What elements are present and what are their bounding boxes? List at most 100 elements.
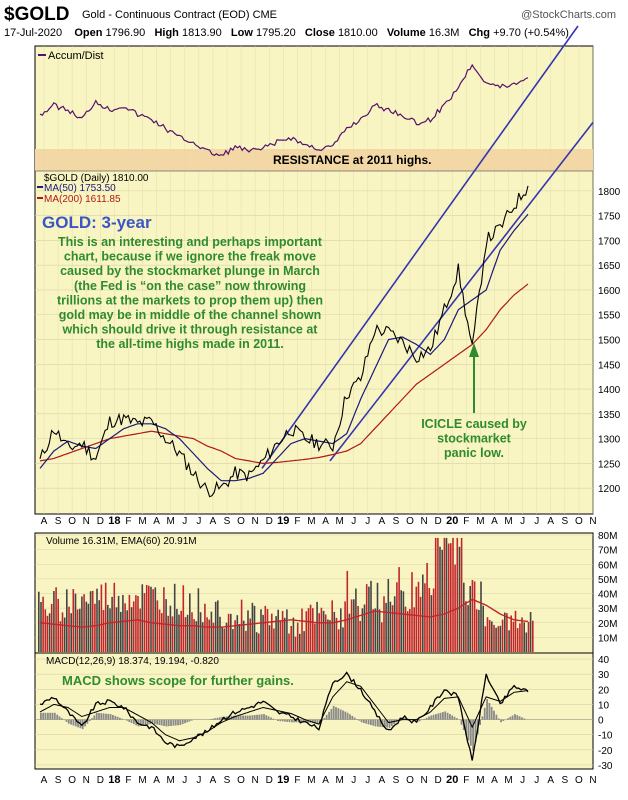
macd-histogram-bar [295,719,298,723]
volume-bar [355,588,357,652]
volume-bar [385,602,387,652]
volume-bar [318,613,320,652]
macd-histogram-bar [423,718,426,720]
volume-bar [400,590,402,652]
macd-histogram-bar [518,716,521,720]
close-value: 1810.00 [337,27,378,39]
macd-histogram-bar [451,715,454,720]
volume-bar [463,582,465,652]
x-tick-label: F [125,775,131,786]
macd-histogram-bar [160,719,163,726]
price-line [39,185,529,498]
macd-histogram-bar [253,715,256,720]
macd-histogram-bar [291,719,293,723]
price-tick-label: 1400 [598,385,621,396]
macd-histogram-bar [251,715,254,720]
volume-bar [232,629,234,652]
macd-histogram-bar [119,717,121,720]
volume-bar [527,621,530,652]
volume-bar [469,586,471,652]
volume-bar [320,607,323,652]
volume-bar [510,615,512,652]
volume-bar [126,610,128,652]
macd-histogram-bar [84,719,86,727]
price-tick-label: 1450 [598,360,621,371]
x-tick-label: F [294,775,300,786]
x-tick-label: A [379,516,386,527]
volume-bar [327,619,329,652]
volume-bar [152,589,154,652]
macd-histogram-bar [502,719,505,721]
volume-bar [195,621,198,652]
x-tick-label: M [335,775,343,786]
volume-bar [199,612,202,652]
macd-histogram-bar [86,719,89,724]
macd-tick-label: -20 [598,746,613,757]
x-tick-label: O [68,516,76,527]
x-tick-label: A [547,516,554,527]
volume-tick-label: 10M [598,633,617,644]
volume-bar [193,619,195,652]
volume-bar [61,612,64,652]
volume-bar [329,620,331,652]
volume-bar [445,537,448,652]
volume-bar [130,607,133,652]
x-tick-label: A [547,775,554,786]
high-value: 1813.90 [181,27,222,39]
macd-histogram-bar [44,712,47,720]
macd-histogram-bar [191,719,193,721]
price-tick-label: 1700 [598,236,621,247]
volume-bar [109,608,111,652]
x-tick-label: J [182,516,187,527]
macd-histogram-bar [263,714,265,720]
volume-bar [342,627,344,652]
volume-tick-label: 40M [598,590,617,601]
volume-bar [268,625,271,652]
open-value: 1796.90 [105,27,146,39]
macd-histogram-bar [109,714,112,720]
price-tick-label: 1800 [598,187,621,198]
volume-bar [506,613,508,652]
volume-bar [340,608,342,652]
macd-histogram-bar [365,719,368,724]
volume-bar [236,615,239,652]
x-tick-label: A [491,516,498,527]
volume-bar [314,623,316,652]
volume-bar [443,537,446,652]
volume-bar [59,621,62,652]
macd-histogram-bar [235,715,237,720]
contract-subtitle: Gold - Continuous Contract (EOD) CME [82,9,278,21]
low-label: Low [230,27,253,39]
macd-histogram-bar [102,713,105,720]
price-tick-label: 1600 [598,286,621,297]
macd-histogram-bar [151,719,154,724]
macd-histogram-bar [112,715,114,720]
x-tick-label: N [83,775,90,786]
volume-bar [475,609,478,652]
macd-tick-label: -30 [598,761,613,772]
macd-histogram-bar [93,715,96,720]
brand-link[interactable]: @StockCharts.com [521,9,616,21]
macd-signal-line [39,681,529,742]
volume-bar [406,611,409,652]
x-tick-label: D [97,775,104,786]
volume-bar [471,580,474,652]
macd-histogram-bar [186,719,189,723]
macd-histogram-bar [342,710,344,720]
x-tick-label: S [224,516,231,527]
macd-histogram-bar [146,719,149,725]
macd-histogram-bar [325,714,328,720]
macd-histogram-bar [181,719,184,725]
volume-bar [163,587,165,652]
macd-histogram-bar [256,714,258,720]
volume-bar [294,636,297,652]
volume-bar [398,567,400,652]
macd-histogram-bar [351,715,354,720]
x-tick-label: J [365,775,370,786]
x-tick-label: M [504,516,512,527]
volume-bar [204,603,206,652]
macd-histogram-bar [507,718,509,720]
macd-histogram-bar [170,719,172,726]
volume-bar [491,621,493,652]
x-tick-label: J [534,775,539,786]
